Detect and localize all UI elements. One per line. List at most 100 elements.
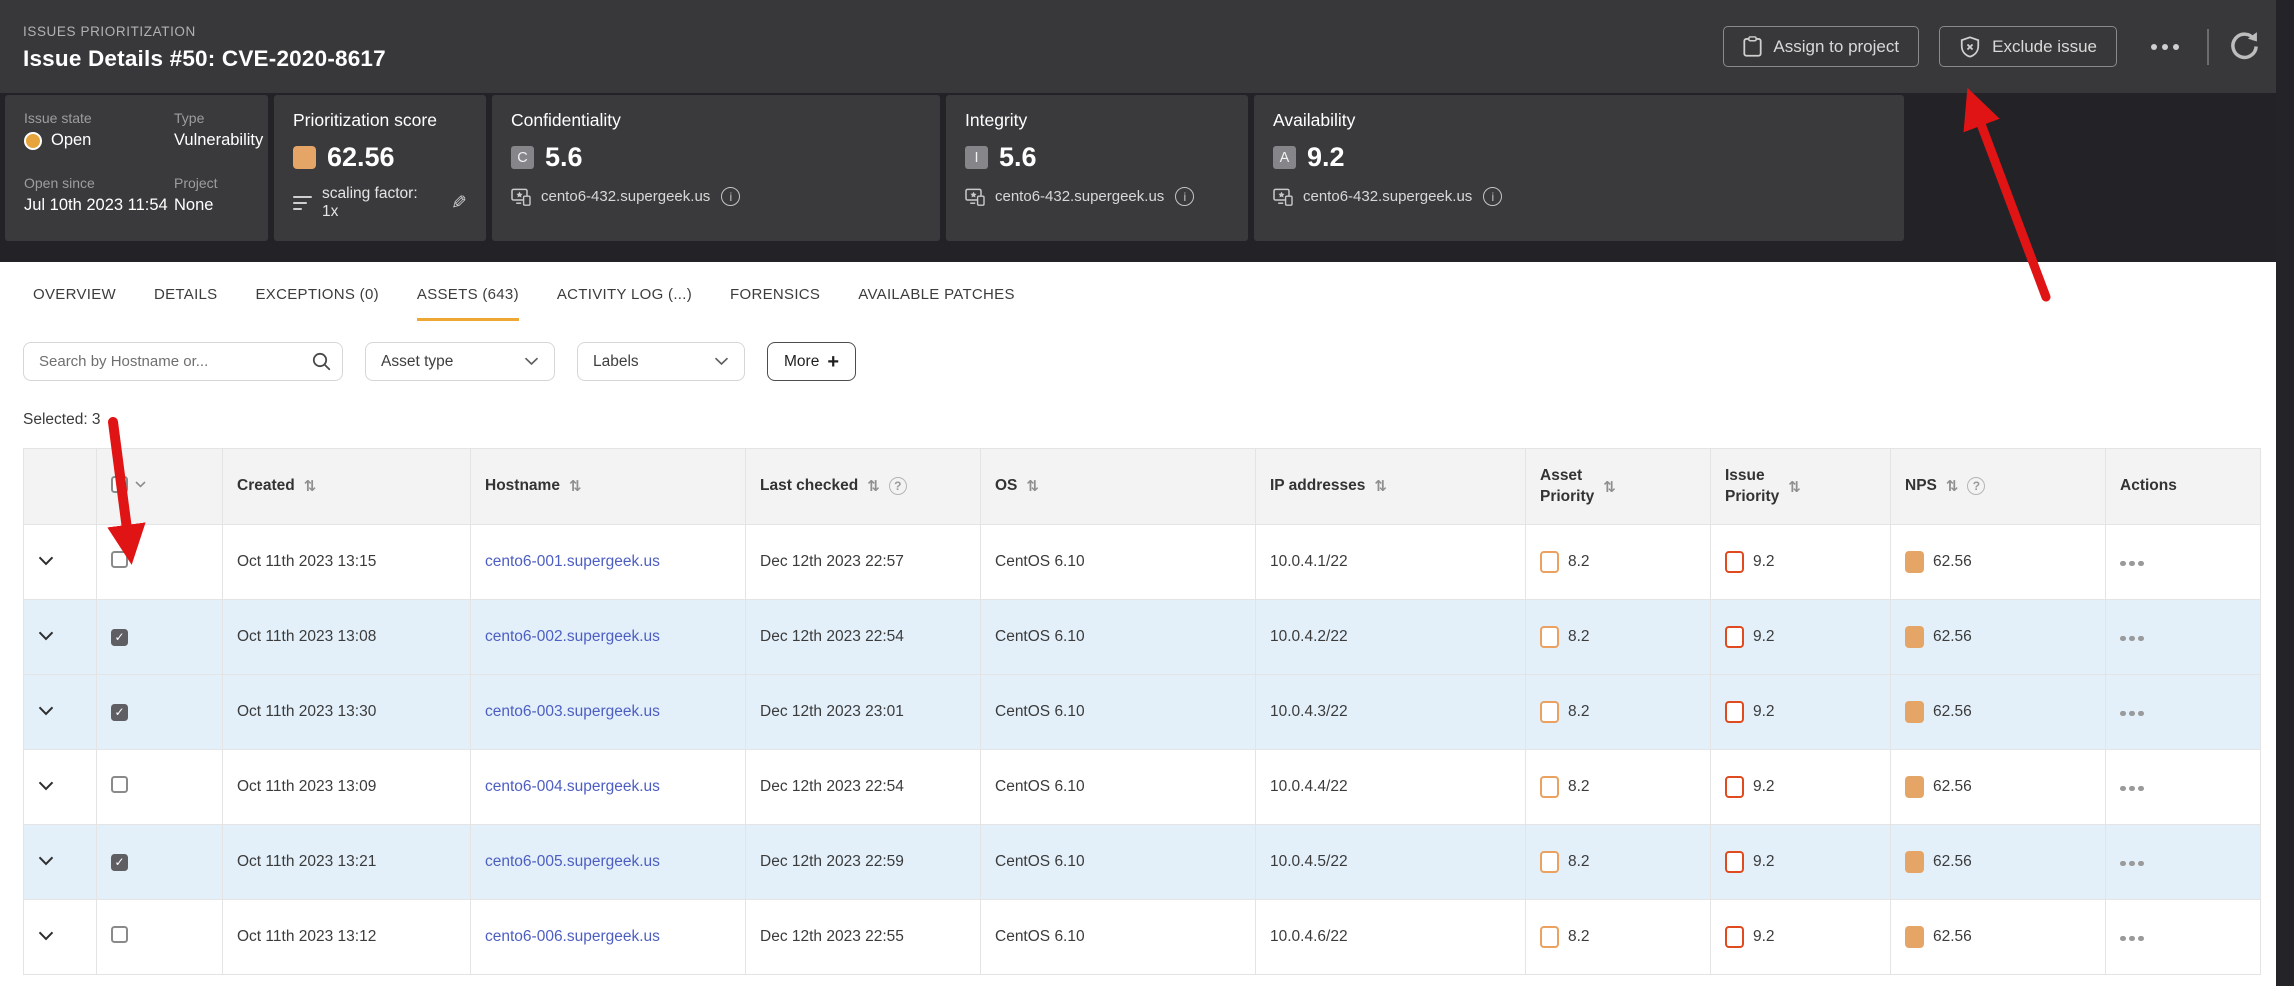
confidentiality-host: cento6-432.supergeek.us [541,188,711,205]
sort-icon[interactable]: ⇅ [1945,477,1959,496]
expand-chevron-icon[interactable] [38,706,54,716]
issue-state-label: Issue state [24,110,92,126]
row-actions-icon[interactable] [2120,710,2144,716]
hostname-link[interactable]: cento6-001.supergeek.us [485,553,660,570]
tab-exceptions-0[interactable]: EXCEPTIONS (0) [255,286,379,303]
cell-expand [23,599,97,675]
more-filters-button[interactable]: More + [767,342,857,381]
hostname-link[interactable]: cento6-003.supergeek.us [485,703,660,720]
card-confidentiality: Confidentiality C 5.6 cento6-432.superge… [492,95,940,241]
tabs: OVERVIEW DETAILS EXCEPTIONS (0) ASSETS (643… [0,262,2294,321]
row-actions-icon[interactable] [2120,560,2144,566]
cell-ip: 10.0.4.6/22 [1255,899,1526,975]
nps-chip [1905,851,1924,873]
cell-ip: 10.0.4.4/22 [1255,749,1526,825]
issue-priority-chip [1725,926,1744,948]
edit-pencil-icon[interactable]: ✎ [451,192,467,214]
search-input[interactable] [23,342,343,381]
cell-issue-priority: 9.2 [1710,599,1891,675]
row-actions-icon[interactable] [2120,860,2144,866]
cell-checkbox [96,824,223,900]
card-availability: Availability A 9.2 cento6-432.supergeek.… [1254,95,1904,241]
hostname-link[interactable]: cento6-002.supergeek.us [485,628,660,645]
expand-chevron-icon[interactable] [38,556,54,566]
sort-icon[interactable]: ⇅ [1603,477,1616,496]
sort-icon[interactable]: ⇅ [1026,477,1039,496]
exclude-issue-button[interactable]: Exclude issue [1939,26,2117,67]
row-checkbox[interactable] [111,853,128,871]
info-icon[interactable]: i [1175,187,1195,206]
table-row: Oct 11th 2023 13:12 cento6-006.supergeek… [23,899,2261,975]
sort-icon[interactable]: ⇅ [867,477,880,496]
integrity-title: Integrity [965,110,1028,130]
select-all-checkbox[interactable] [111,475,128,493]
cell-asset-priority: 8.2 [1525,749,1711,825]
help-icon[interactable]: ? [888,477,907,496]
expand-chevron-icon[interactable] [38,931,54,941]
column-created: Created ⇅ [222,448,471,525]
table-row: Oct 11th 2023 13:08 cento6-002.supergeek… [23,599,2261,675]
expand-chevron-icon[interactable] [38,856,54,866]
info-icon[interactable]: i [1483,187,1503,206]
labels-select[interactable]: Labels [577,342,745,381]
cell-expand [23,824,97,900]
sort-icon[interactable]: ⇅ [568,477,582,496]
hostname-link[interactable]: cento6-006.supergeek.us [485,928,660,945]
row-checkbox[interactable] [111,776,128,793]
hostname-link[interactable]: cento6-004.supergeek.us [485,778,660,795]
assign-to-project-button[interactable]: Assign to project [1723,26,1920,67]
expand-chevron-icon[interactable] [38,781,54,791]
table-row: Oct 11th 2023 13:15 cento6-001.supergeek… [23,524,2261,600]
tab-activity-log[interactable]: ACTIVITY LOG (...) [556,286,693,303]
availability-value: 9.2 [1307,142,1345,172]
row-actions-icon[interactable] [2120,935,2144,941]
cell-actions [2105,524,2261,600]
cell-last-checked: Dec 12th 2023 23:01 [745,674,981,750]
tab-forensics[interactable]: FORENSICS [730,286,821,303]
cell-issue-priority: 9.2 [1710,824,1891,900]
info-icon[interactable]: i [721,187,741,206]
expand-chevron-icon[interactable] [38,631,54,641]
asset-type-select[interactable]: Asset type [365,342,555,381]
cell-hostname: cento6-006.supergeek.us [470,899,746,975]
sort-icon[interactable]: ⇅ [303,477,317,496]
project-value: None [174,195,214,214]
row-checkbox[interactable] [111,926,128,943]
row-actions-icon[interactable] [2120,785,2144,791]
sort-icon[interactable]: ⇅ [1374,477,1387,496]
project-label: Project [174,174,218,191]
tab-overview[interactable]: OVERVIEW [33,286,116,303]
row-actions-icon[interactable] [2120,635,2144,641]
tab-assets-643[interactable]: ASSETS (643) [416,286,519,321]
caret-down-icon[interactable] [135,480,146,488]
cell-os: CentOS 6.10 [980,824,1256,900]
issue-priority-chip [1725,626,1744,648]
refresh-icon[interactable] [2229,31,2260,62]
more-options-icon[interactable] [2151,43,2179,50]
cell-nps: 62.56 [1890,749,2106,825]
row-checkbox[interactable] [111,703,128,721]
scaling-factor-icon [293,192,312,213]
row-checkbox[interactable] [111,551,128,568]
divider [2207,28,2209,65]
tab-available-patches[interactable]: AVAILABLE PATCHES [858,286,1015,303]
hostname-link[interactable]: cento6-005.supergeek.us [485,853,660,870]
row-checkbox[interactable] [111,628,128,646]
cell-issue-priority: 9.2 [1710,899,1891,975]
confidentiality-badge: C [511,146,534,169]
search-icon[interactable] [312,352,331,376]
sort-icon[interactable]: ⇅ [1788,477,1801,496]
clipboard-icon [1743,36,1763,57]
title-block: ISSUES PRIORITIZATION Issue Details #50:… [23,22,386,72]
cell-created: Oct 11th 2023 13:30 [222,674,471,750]
tab-details[interactable]: DETAILS [153,286,218,303]
cell-expand [23,674,97,750]
nps-chip [1905,926,1924,948]
cell-last-checked: Dec 12th 2023 22:59 [745,824,981,900]
help-icon[interactable]: ? [1967,477,1986,496]
cell-created: Oct 11th 2023 13:12 [222,899,471,975]
cell-nps: 62.56 [1890,524,2106,600]
issue-state-value: Open [24,131,174,150]
cell-checkbox [96,674,223,750]
